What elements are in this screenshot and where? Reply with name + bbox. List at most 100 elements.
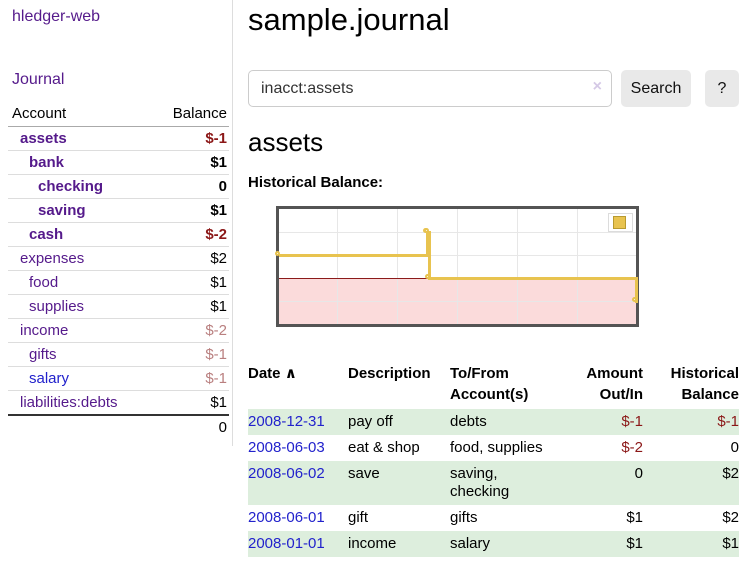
- gridline: [337, 209, 339, 324]
- transaction-date-link[interactable]: 2008-06-02: [248, 465, 325, 482]
- sort-ascending-icon: ∧: [284, 365, 297, 382]
- transaction-accounts: salary: [450, 531, 577, 557]
- account-balance: $1: [150, 198, 229, 223]
- transaction-description: pay off: [348, 409, 450, 435]
- chart-title: Historical Balance:: [248, 174, 384, 191]
- transaction-amount: $1: [626, 509, 643, 526]
- chart-line-segment: [426, 230, 430, 257]
- account-row: bank $1: [8, 150, 229, 175]
- accounts-table: Account Balance assets $-1 bank $1 checking 0…: [8, 102, 229, 439]
- search-input[interactable]: [248, 70, 612, 107]
- register-col-date[interactable]: Date ∧: [248, 365, 297, 382]
- register-row: 2008-12-31 pay off debts $-1 $-1: [248, 409, 739, 435]
- account-row: supplies $1: [8, 294, 229, 319]
- account-link[interactable]: assets: [20, 130, 67, 147]
- app-title-link[interactable]: hledger-web: [12, 8, 101, 25]
- account-link[interactable]: checking: [38, 178, 104, 195]
- clear-search-icon[interactable]: ×: [592, 78, 602, 95]
- account-link[interactable]: bank: [29, 154, 65, 171]
- transaction-balance: $1: [643, 531, 739, 557]
- register-col-balance: Historical Balance: [670, 365, 739, 403]
- chart-point-marker: [274, 250, 280, 256]
- gridline: [279, 300, 636, 302]
- transaction-balance: $2: [643, 461, 739, 505]
- accounts-col-account: Account: [8, 102, 151, 127]
- accounts-total-row: 0: [8, 414, 229, 439]
- gridline: [279, 254, 636, 256]
- transaction-date-link[interactable]: 2008-06-01: [248, 509, 325, 526]
- transaction-amount: $-1: [577, 409, 643, 435]
- account-row: food $1: [8, 270, 229, 295]
- account-balance: $-1: [150, 342, 229, 367]
- transaction-date-link[interactable]: 2008-01-01: [248, 535, 325, 552]
- account-balance: $1: [210, 394, 227, 411]
- register-col-tofrom: To/From Account(s): [450, 365, 529, 403]
- account-link[interactable]: gifts: [29, 346, 57, 363]
- account-row: expenses $2: [8, 246, 229, 271]
- gridline: [456, 209, 458, 324]
- transaction-accounts: gifts: [450, 509, 478, 526]
- main-content: sample.journal × Search ? assets Histori…: [248, 0, 739, 557]
- account-link[interactable]: saving: [38, 202, 86, 219]
- transaction-balance: $2: [722, 509, 739, 526]
- register-row: 2008-06-01 gift gifts $1 $2: [248, 505, 739, 531]
- accounts-header-row: Account Balance: [8, 102, 229, 127]
- account-row: gifts $-1: [8, 342, 229, 367]
- search-form: × Search ?: [248, 70, 739, 107]
- historical-balance-chart: [248, 204, 739, 346]
- account-row: checking 0: [8, 174, 229, 199]
- transaction-date-link[interactable]: 2008-12-31: [248, 413, 325, 430]
- transaction-date-link[interactable]: 2008-06-03: [248, 439, 325, 456]
- register-header-row: Date ∧ Description To/From Account(s) Am…: [248, 363, 739, 409]
- account-link[interactable]: expenses: [20, 250, 85, 267]
- account-balance: $-1: [150, 126, 229, 151]
- account-row: assets $-1: [8, 126, 229, 151]
- chart-point-marker: [631, 296, 637, 302]
- account-balance: $-1: [150, 366, 229, 391]
- chart-point-marker: [425, 273, 431, 279]
- page-title: sample.journal: [248, 2, 450, 37]
- transaction-accounts: food, supplies: [450, 439, 543, 456]
- search-button[interactable]: Search: [621, 70, 691, 107]
- account-row: saving $1: [8, 198, 229, 223]
- account-link[interactable]: cash: [29, 226, 64, 243]
- register-table: Date ∧ Description To/From Account(s) Am…: [248, 363, 739, 557]
- chart-point-marker: [424, 227, 430, 233]
- chart-line-segment: [634, 276, 638, 303]
- register-row: 2008-01-01 income salary $1 $1: [248, 531, 739, 557]
- gridline: [279, 231, 636, 233]
- account-link[interactable]: supplies: [29, 298, 85, 315]
- accounts-total-balance: 0: [150, 414, 229, 439]
- transaction-amount: $-2: [621, 439, 643, 456]
- accounts-col-balance: Balance: [150, 102, 229, 127]
- transaction-accounts: debts: [450, 409, 577, 435]
- account-balance: $-2: [150, 222, 229, 247]
- account-link[interactable]: salary: [29, 370, 70, 387]
- transaction-amount: 0: [577, 461, 643, 505]
- account-balance: 0: [150, 174, 229, 199]
- sidebar: hledger-web Journal Account Balance asse…: [0, 0, 233, 446]
- transaction-description: income: [348, 531, 450, 557]
- account-balance: $-2: [150, 318, 229, 343]
- sidebar-item-journal[interactable]: Journal: [12, 71, 65, 88]
- transaction-description: gift: [348, 509, 369, 526]
- chart-line-segment: [428, 230, 432, 280]
- account-balance: $2: [150, 246, 229, 271]
- transaction-balance: 0: [730, 439, 739, 456]
- account-link[interactable]: food: [29, 274, 59, 291]
- account-row: liabilities:debts $1: [8, 391, 229, 416]
- transaction-description: eat & shop: [348, 439, 420, 456]
- transaction-accounts: saving, checking: [450, 461, 577, 505]
- gridline: [576, 209, 578, 324]
- account-row: income $-2: [8, 318, 229, 343]
- transaction-balance: $-1: [643, 409, 739, 435]
- account-link[interactable]: income: [20, 322, 69, 339]
- account-row: salary $-1: [8, 366, 229, 391]
- chart-plot-area: [274, 206, 639, 327]
- account-row: cash $-2: [8, 222, 229, 247]
- chart-line-segment: [429, 276, 636, 280]
- account-link[interactable]: liabilities:debts: [20, 394, 118, 411]
- help-button[interactable]: ?: [705, 70, 739, 107]
- legend-swatch-icon: [613, 216, 626, 229]
- account-balance: $1: [150, 294, 229, 319]
